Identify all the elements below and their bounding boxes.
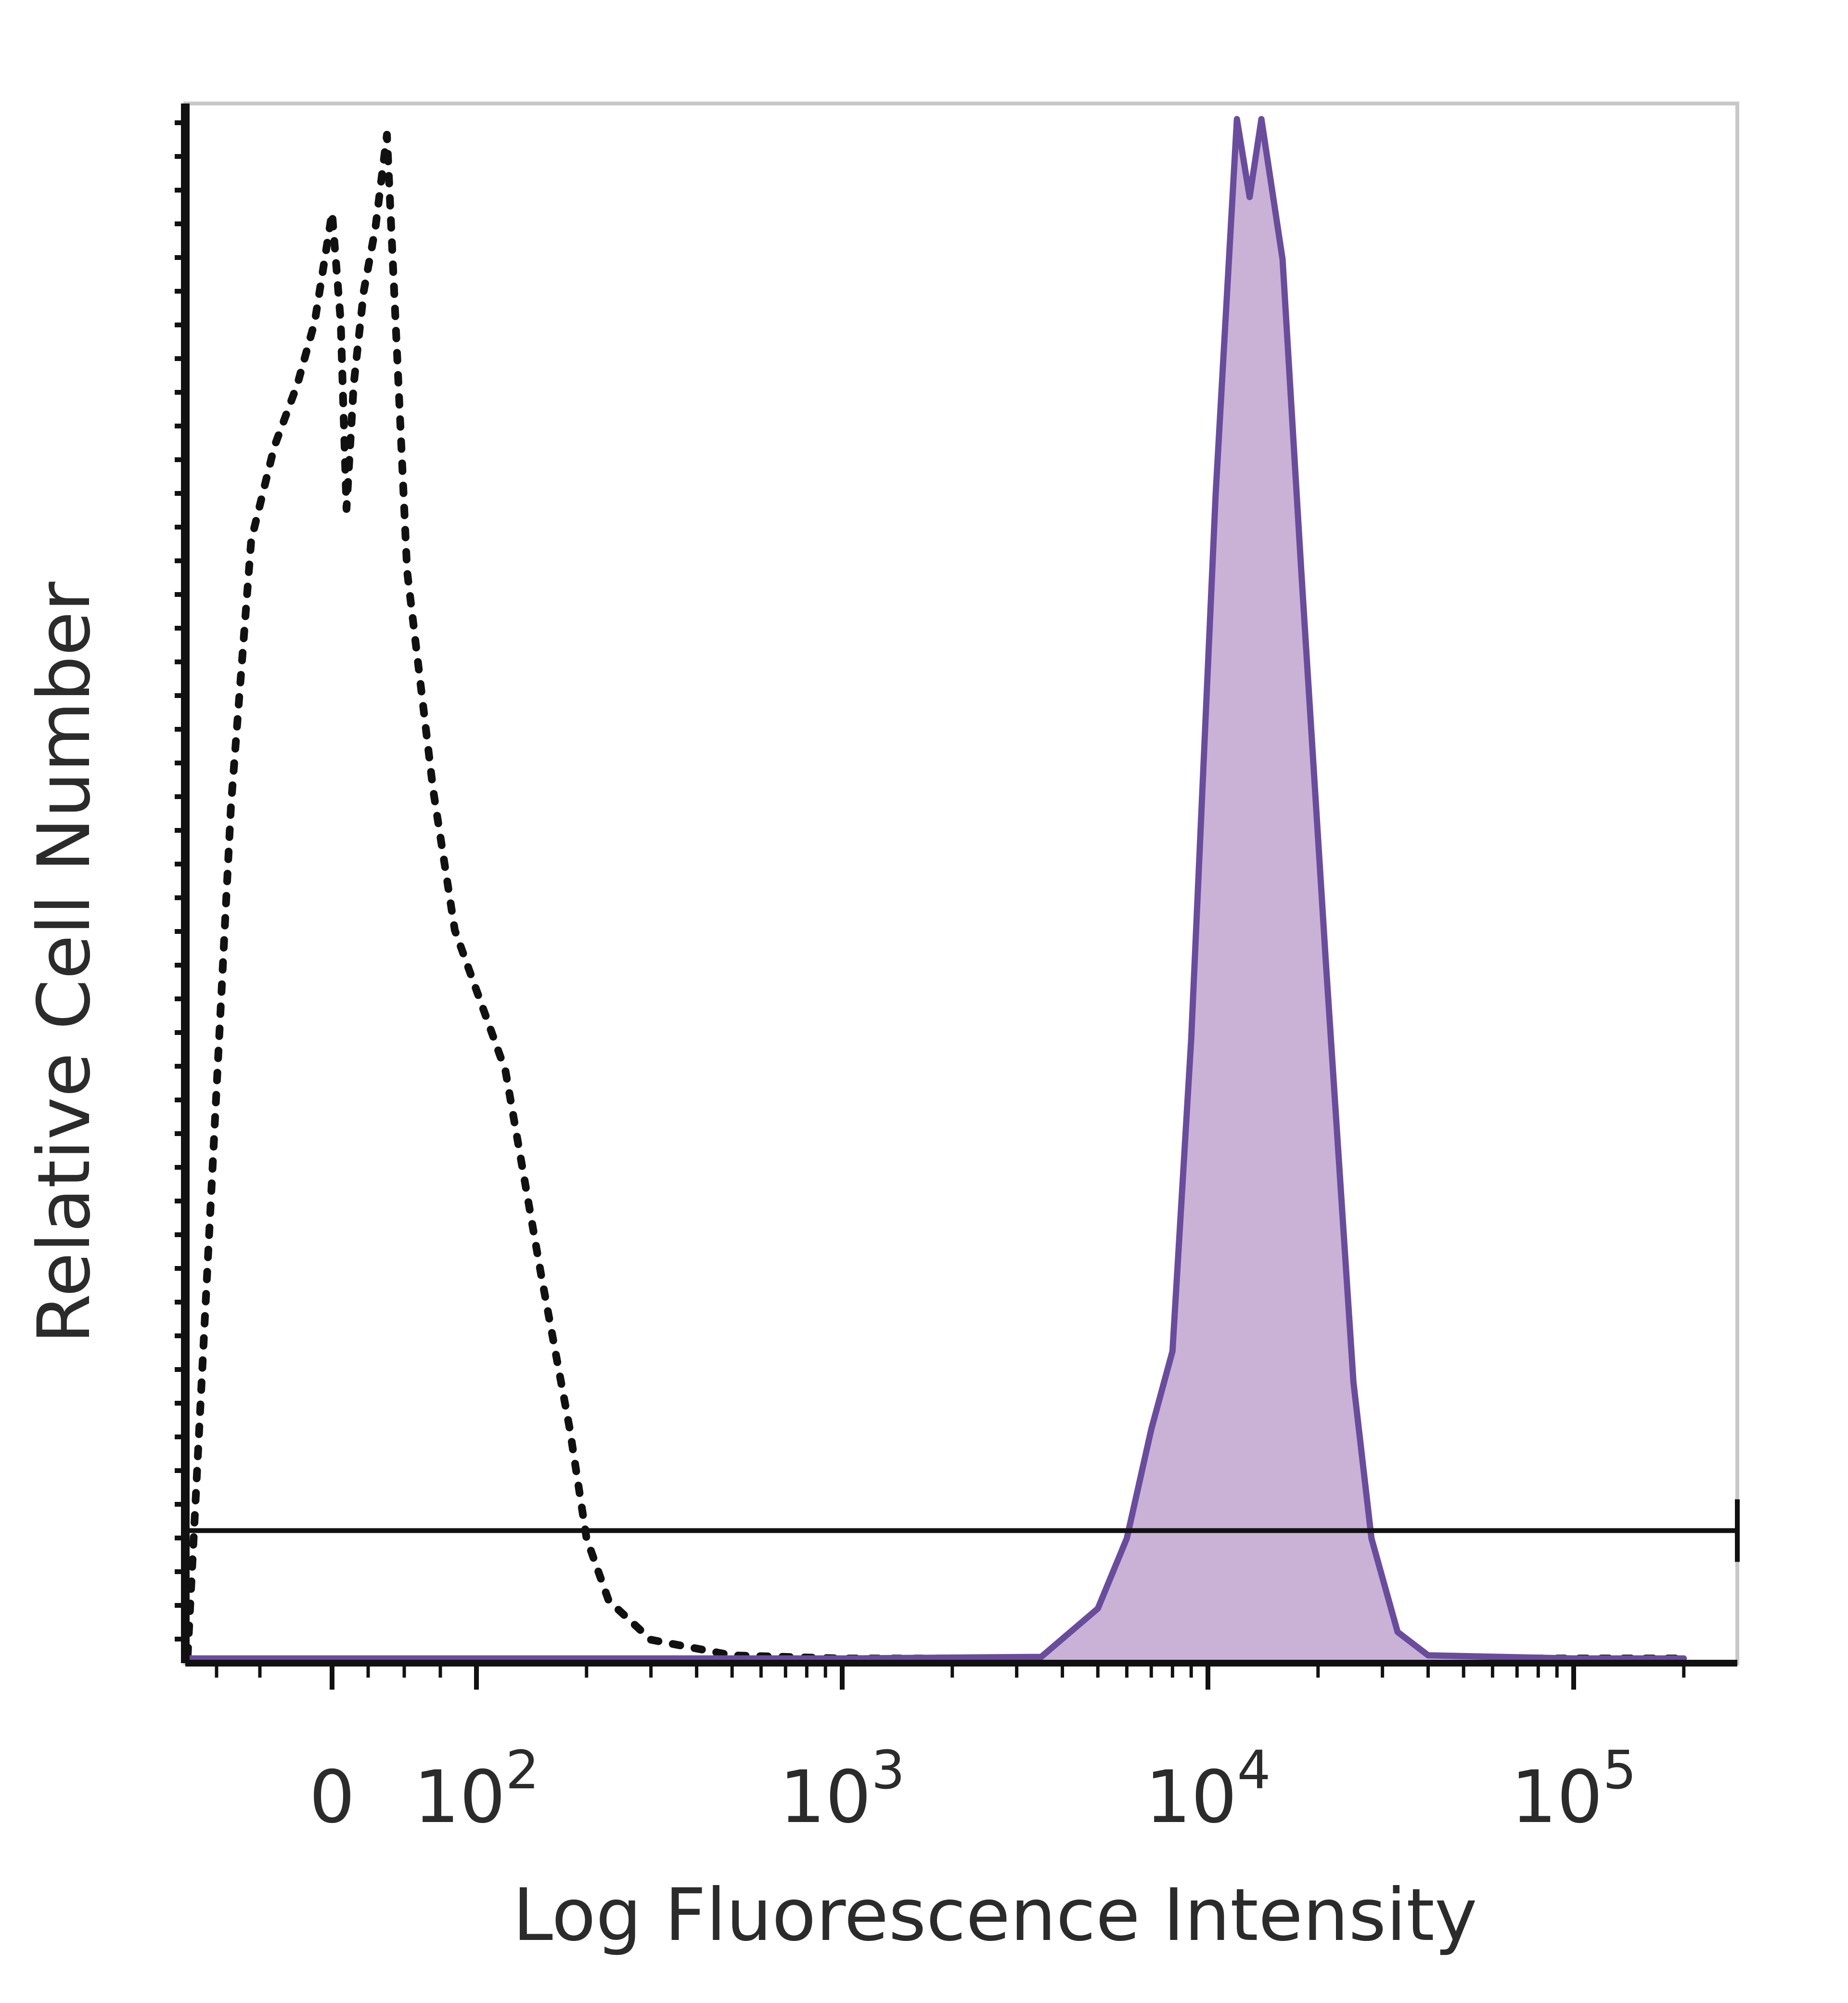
axes: 0 102 103 104 105 (175, 103, 1737, 1839)
series-1-line (184, 130, 1688, 1663)
plot-area (183, 102, 1740, 1665)
plot-frame (183, 102, 1739, 1665)
x-tick-label: 0 (309, 1756, 355, 1839)
series-2-line (184, 116, 1687, 1662)
x-tick-label: 105 (1511, 1739, 1637, 1839)
series-2-fill (188, 119, 1684, 1664)
x-tick-label: 104 (1145, 1739, 1271, 1839)
x-tick-label: 102 (414, 1739, 539, 1839)
x-tick-label: 103 (780, 1739, 905, 1839)
x-axis-label: Log Fluorescence Intensity (513, 1874, 1477, 1957)
y-axis-label: Relative Cell Number (23, 582, 106, 1344)
